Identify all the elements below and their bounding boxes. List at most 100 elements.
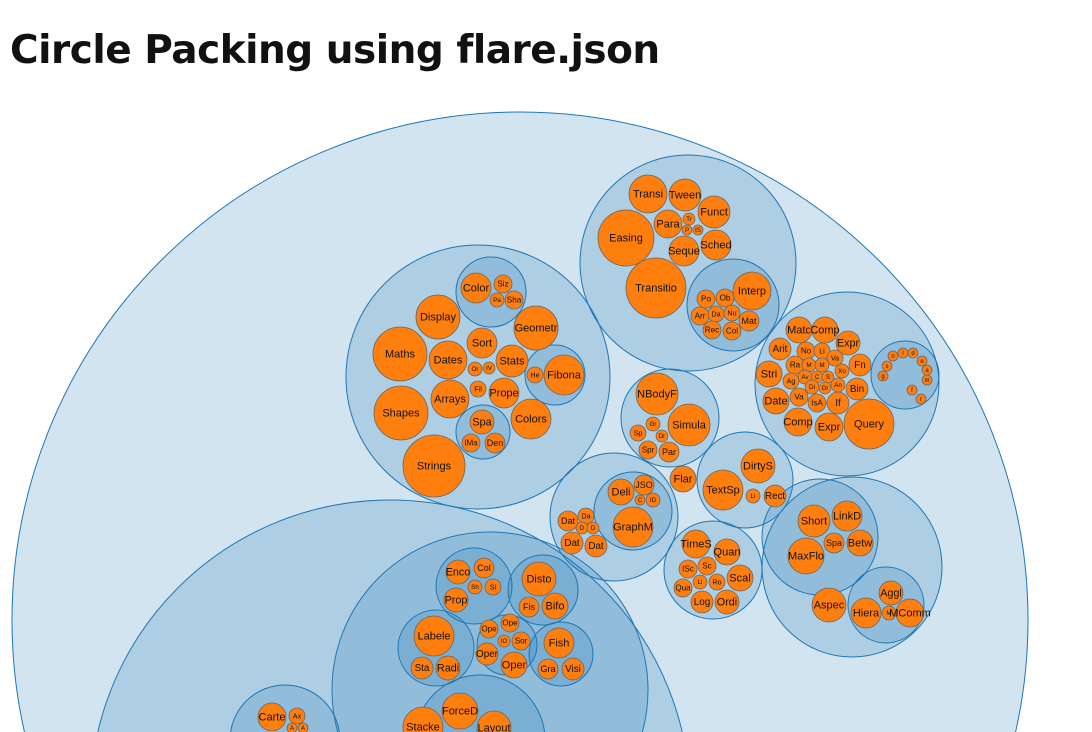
leaf-circle <box>668 178 702 212</box>
leaf-label: Fibona <box>547 369 582 381</box>
leaf-circle <box>700 229 732 261</box>
leaf-label: Seque <box>668 245 700 257</box>
leaf-label: Shapes <box>382 407 420 419</box>
leaf-circle <box>495 344 529 378</box>
leaf-label: Dr <box>659 434 665 440</box>
leaf-label: Dat <box>564 538 580 549</box>
leaf-label: No <box>801 347 812 356</box>
leaf-label: Oper <box>476 649 499 660</box>
leaf-label: Gra <box>540 664 555 674</box>
leaf-circle <box>877 370 889 382</box>
leaf-circle <box>921 374 933 386</box>
leaf-label: Pa <box>493 297 501 304</box>
leaf-label: Di <box>809 384 815 391</box>
leaf-label: r <box>920 397 922 403</box>
leaf-circle <box>493 274 513 294</box>
leaf-circle <box>787 537 825 575</box>
leaf-circle <box>690 590 714 614</box>
leaf-circle <box>629 424 647 442</box>
leaf-label: Maths <box>385 348 415 360</box>
leaf-circle <box>541 592 569 620</box>
leaf-label: Den <box>487 438 504 448</box>
leaf-label: Qua <box>675 584 691 593</box>
leaf-label: s <box>886 364 889 370</box>
leaf-label: IV <box>486 366 492 372</box>
leaf-circle <box>740 448 776 484</box>
leaf-label: Scal <box>729 572 750 584</box>
leaf-circle <box>560 531 584 555</box>
leaf-circle <box>782 372 800 390</box>
leaf-circle <box>543 627 575 659</box>
leaf-circle <box>762 387 790 415</box>
leaf-circle <box>476 710 512 732</box>
leaf-circle <box>723 304 741 322</box>
leaf-label: Radi <box>437 662 459 674</box>
leaf-circle <box>726 564 754 592</box>
leaf-label: Disto <box>526 573 551 585</box>
leaf-label: IO <box>501 639 508 645</box>
leaf-circle <box>469 409 495 435</box>
leaf-label: Funct <box>700 206 728 218</box>
leaf-circle <box>845 377 869 401</box>
leaf-label: D <box>591 526 596 532</box>
leaf-circle <box>823 532 845 554</box>
leaf-label: Stacke <box>406 721 440 732</box>
leaf-circle <box>702 320 722 340</box>
leaf-circle <box>768 337 792 361</box>
leaf-label: Fis <box>523 602 535 612</box>
leaf-circle <box>537 658 559 680</box>
leaf-circle <box>714 589 740 615</box>
leaf-circle <box>755 360 783 388</box>
leaf-label: Spa <box>472 416 491 428</box>
leaf-label: Aspec <box>814 599 845 611</box>
leaf-circle <box>634 494 646 506</box>
leaf-label: Visi <box>565 664 581 675</box>
leaf-circle <box>635 372 679 416</box>
leaf-circle <box>645 416 661 432</box>
leaf-label: Fn <box>854 360 866 371</box>
leaf-label: Spr <box>642 446 655 455</box>
leaf-label: Display <box>420 311 457 323</box>
leaf-label: Date <box>764 395 787 407</box>
leaf-label: TimeS <box>680 538 711 550</box>
leaf-label: Col <box>726 327 738 336</box>
leaf-circle <box>783 407 813 437</box>
leaf-label: e <box>920 359 924 365</box>
leaf-circle <box>466 327 498 359</box>
leaf-label: ID <box>650 497 657 504</box>
leaf-label: Para <box>656 218 680 230</box>
leaf-circle <box>288 707 306 725</box>
leaf-label: Ope <box>481 625 497 634</box>
leaf-label: Ax <box>293 711 302 720</box>
leaf-circle <box>561 657 585 681</box>
leaf-label: Ra <box>790 361 801 370</box>
leaf-label: JSO <box>635 480 653 490</box>
leaf-circle <box>697 195 731 229</box>
leaf-label: Tween <box>669 189 701 201</box>
leaf-circle <box>843 398 895 450</box>
leaf-label: Li <box>751 493 756 500</box>
leaf-label: Layout <box>477 722 510 732</box>
leaf-circle <box>297 722 309 732</box>
leaf-label: NBodyF <box>637 388 677 400</box>
leaf-circle <box>848 353 872 377</box>
leaf-circle <box>543 354 585 396</box>
leaf-label: A <box>290 726 294 732</box>
leaf-circle <box>846 529 874 557</box>
leaf-label: C <box>638 498 643 504</box>
leaf-label: d <box>911 351 914 357</box>
leaf-label: Prope <box>489 387 518 399</box>
leaf-circle <box>521 561 557 597</box>
leaf-circle <box>257 702 287 732</box>
leaf-label: Labele <box>417 630 450 642</box>
leaf-circle <box>668 235 700 267</box>
leaf-label: Or <box>472 366 479 373</box>
leaf-label: Sort <box>472 337 492 349</box>
leaf-label: Rect <box>765 491 786 502</box>
leaf-label: Interp <box>738 285 766 297</box>
leaf-label: Transitio <box>635 282 677 294</box>
leaf-circle <box>467 361 483 377</box>
leaf-label: P <box>685 228 689 234</box>
leaf-label: Enco <box>446 566 471 578</box>
leaf-label: Dates <box>434 354 463 366</box>
